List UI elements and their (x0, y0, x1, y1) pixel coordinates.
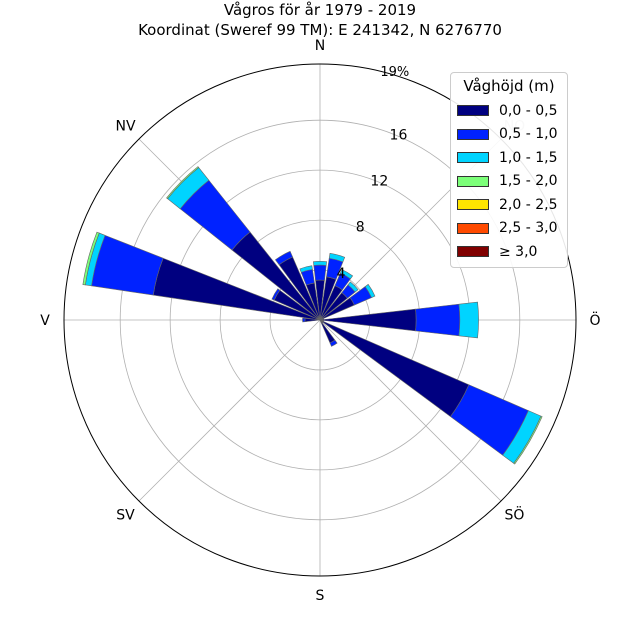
rose-bar-segment (271, 288, 281, 301)
legend: Våghöjd (m) 0,0 - 0,5 0,5 - 1,0 1,0 - 1,5 1… (450, 72, 568, 268)
radial-tick-label: 16 (390, 127, 408, 143)
legend-item: 2,0 - 2,5 (457, 193, 561, 217)
direction-label: V (40, 313, 50, 329)
legend-label: 1,5 - 2,0 (499, 173, 558, 190)
rose-bar-segment (513, 415, 543, 465)
legend-swatch (457, 105, 489, 117)
chart-title: Vågros för år 1979 - 2019 (223, 1, 417, 19)
rose-bar-segment (347, 281, 359, 293)
legend-item: 0,5 - 1,0 (457, 123, 561, 147)
legend-swatch (457, 199, 489, 211)
legend-item: 1,0 - 1,5 (457, 146, 561, 170)
rose-bar-segment (91, 234, 164, 296)
legend-item: 0,0 - 0,5 (457, 99, 561, 123)
rose-bar-segment (458, 301, 479, 339)
rose-bar-segment (415, 303, 461, 337)
legend-swatch (457, 152, 489, 164)
rose-bar-segment (328, 252, 346, 263)
legend-swatch (457, 128, 489, 140)
legend-rows: 0,0 - 0,5 0,5 - 1,0 1,0 - 1,5 1,5 - 2,0 2,0 … (457, 99, 561, 264)
legend-item: 2,5 - 3,0 (457, 217, 561, 241)
legend-swatch (457, 222, 489, 234)
rose-bar-segment (275, 250, 294, 266)
rose-bar-segment (82, 231, 100, 286)
legend-item: ≥ 3,0 (457, 240, 561, 264)
polar-frame (63, 63, 577, 577)
direction-label: SÖ (505, 505, 525, 523)
legend-swatch (457, 175, 489, 187)
direction-label: N (315, 38, 325, 54)
direction-label: S (316, 588, 325, 604)
radial-tick-label: 8 (356, 220, 365, 236)
rose-bar-segment (340, 269, 354, 280)
direction-label: NV (116, 119, 136, 135)
title-block: Vågros för år 1979 - 2019 Koordinat (Swe… (0, 0, 640, 40)
direction-label: Ö (589, 311, 600, 329)
direction-label: SV (116, 507, 135, 523)
legend-label: 0,5 - 1,0 (499, 126, 558, 143)
legend-label: 0,0 - 0,5 (499, 102, 558, 119)
rose-bar-segment (299, 265, 313, 273)
rose-bar-segment (313, 261, 327, 266)
rose-bar-segment (364, 283, 376, 298)
legend-label: ≥ 3,0 (499, 243, 538, 260)
angular-grid-line (319, 319, 502, 502)
legend-item: 1,5 - 2,0 (457, 170, 561, 194)
radial-max-label: 19% (380, 65, 409, 80)
legend-label: 2,5 - 3,0 (499, 220, 558, 237)
chart-subtitle: Koordinat (Sweref 99 TM): E 241342, N 62… (138, 21, 502, 39)
rose-bar-segment (302, 317, 306, 323)
rose-bar-segment (166, 166, 200, 200)
legend-label: 1,0 - 1,5 (499, 149, 558, 166)
legend-label: 2,0 - 2,5 (499, 196, 558, 213)
angular-grid-line (138, 319, 321, 502)
legend-swatch (457, 246, 489, 258)
radial-tick-label: 4 (337, 266, 346, 282)
legend-title: Våghöjd (m) (463, 77, 555, 95)
radial-tick-label: 12 (370, 174, 388, 190)
rose-bar-segment (329, 339, 338, 347)
rose-bar-segment (313, 264, 327, 281)
